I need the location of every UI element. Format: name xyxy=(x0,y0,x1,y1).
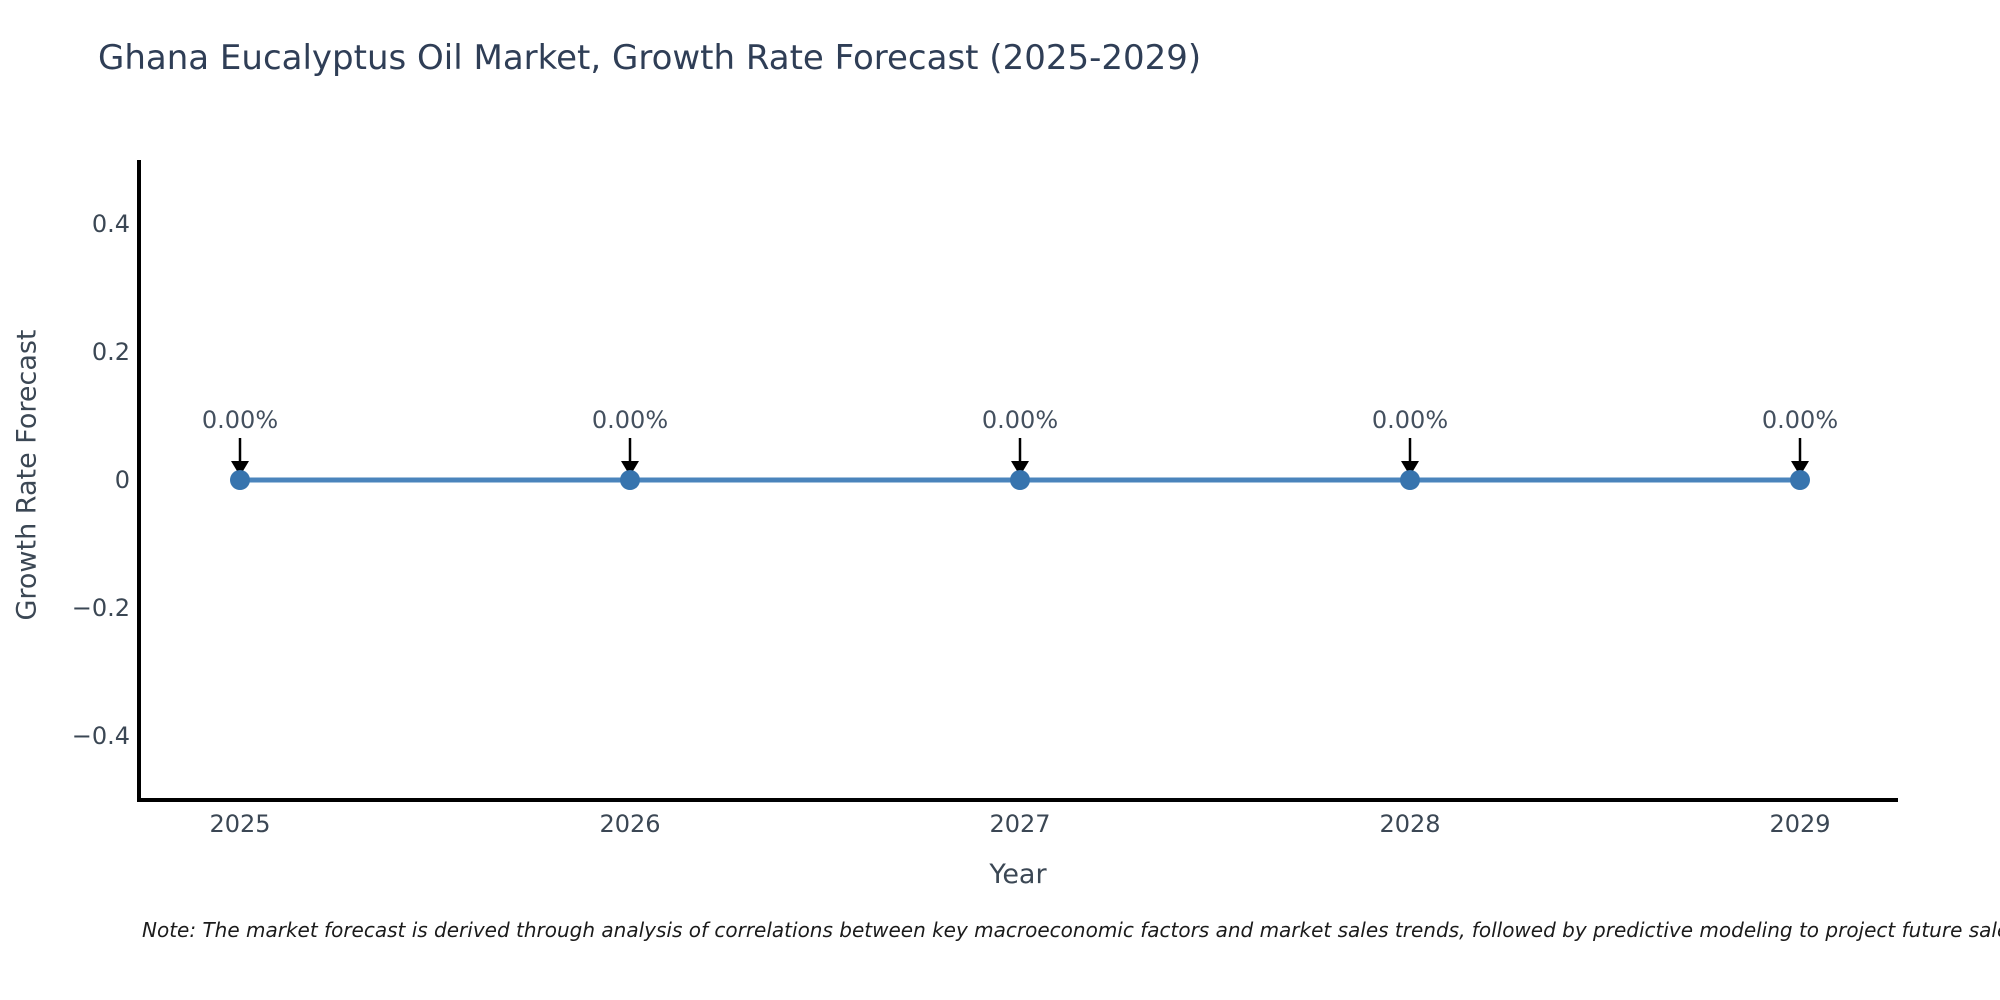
annotation-arrow-head xyxy=(621,461,639,476)
y-tick-label: −0.4 xyxy=(71,722,130,750)
x-tick-label: 2029 xyxy=(1769,810,1831,838)
y-tick-label: 0.2 xyxy=(91,338,130,366)
data-point-marker xyxy=(1790,470,1810,490)
data-label: 0.00% xyxy=(1371,406,1449,434)
annotation-arrow-head xyxy=(1401,461,1419,476)
annotation-arrow-head xyxy=(231,461,249,476)
y-tick-label: 0 xyxy=(114,466,130,494)
y-axis-line xyxy=(137,160,141,802)
annotation-arrow-head xyxy=(1011,461,1029,476)
y-tick-label: −0.2 xyxy=(71,594,130,622)
data-point-marker xyxy=(620,470,640,490)
x-axis-line xyxy=(137,798,1898,802)
data-label: 0.00% xyxy=(1761,406,1839,434)
data-label: 0.00% xyxy=(201,406,279,434)
chart-title: Ghana Eucalyptus Oil Market, Growth Rate… xyxy=(98,38,1202,78)
x-tick-label: 2028 xyxy=(1379,810,1441,838)
x-tick-label: 2027 xyxy=(989,810,1051,838)
x-tick-label: 2025 xyxy=(209,810,271,838)
data-label: 0.00% xyxy=(981,406,1059,434)
data-point-marker xyxy=(1010,470,1030,490)
y-tick-label: 0.4 xyxy=(91,210,130,238)
x-axis-title: Year xyxy=(989,859,1047,890)
footnote: Note: The market forecast is derived thr… xyxy=(142,918,2000,942)
x-tick-label: 2026 xyxy=(599,810,661,838)
data-label: 0.00% xyxy=(591,406,669,434)
data-point-marker xyxy=(1400,470,1420,490)
data-point-marker xyxy=(230,470,250,490)
annotation-arrow-head xyxy=(1791,461,1809,476)
